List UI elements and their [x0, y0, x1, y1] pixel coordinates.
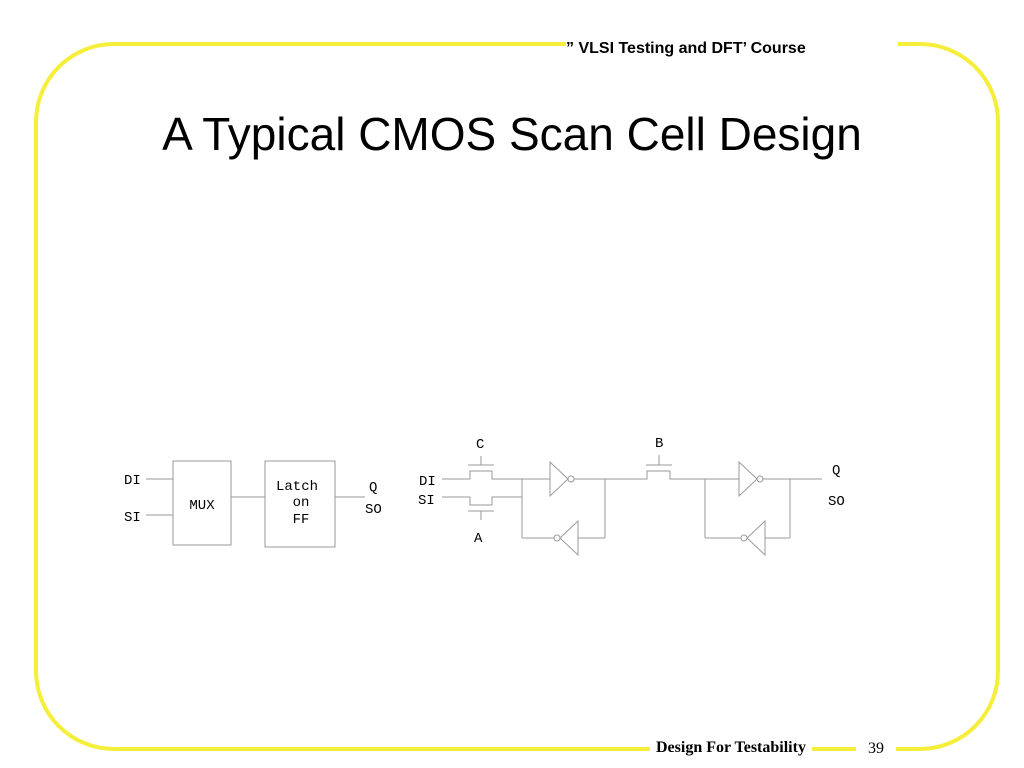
latch1-feedback-inverter: [559, 519, 579, 557]
tr-so-label: SO: [828, 494, 845, 510]
latch2-inverter-bubble: [756, 475, 764, 483]
block-si-label: SI: [124, 510, 141, 526]
slide-title: A Typical CMOS Scan Cell Design: [162, 108, 862, 160]
pass-transistor-channel: [643, 470, 674, 480]
tr-q-label: Q: [832, 463, 840, 479]
gate-c-label: C: [476, 437, 484, 453]
slide-border: [34, 42, 1000, 751]
block-di-label: DI: [124, 473, 141, 489]
block-so-label: SO: [365, 502, 382, 518]
latch2-feedback-bubble: [740, 534, 748, 542]
mux-block: [172, 460, 232, 546]
top-transistor-channel: [466, 470, 496, 480]
footer-label: Design For Testability: [650, 736, 812, 760]
latch-label-line-3: FF: [293, 512, 310, 528]
latch2-feedback-inverter: [746, 519, 766, 557]
block-diagram: DI SI MUX Latch on FF Q SO: [124, 460, 382, 548]
latch1-inverter-bubble: [567, 475, 575, 483]
page-number: 39: [856, 738, 896, 760]
latch-label-line-1: Latch: [276, 479, 318, 495]
block-q-label: Q: [369, 480, 377, 496]
latch2-inverter: [738, 460, 758, 498]
transistor-diagram: DI SI C A B: [418, 436, 845, 557]
latch-label-line-2: on: [293, 495, 310, 511]
course-title: ” VLSI Testing and DFT’ Course: [566, 37, 898, 61]
bottom-transistor-channel: [466, 496, 496, 506]
gate-a-label: A: [474, 531, 483, 547]
latch1-feedback-bubble: [553, 534, 561, 542]
tr-si-label: SI: [418, 493, 435, 509]
tr-di-label: DI: [419, 474, 436, 490]
mux-label: MUX: [189, 498, 215, 514]
gate-b-label: B: [655, 436, 663, 452]
latch1-inverter: [549, 460, 569, 498]
latch-ff-block: [264, 460, 336, 548]
